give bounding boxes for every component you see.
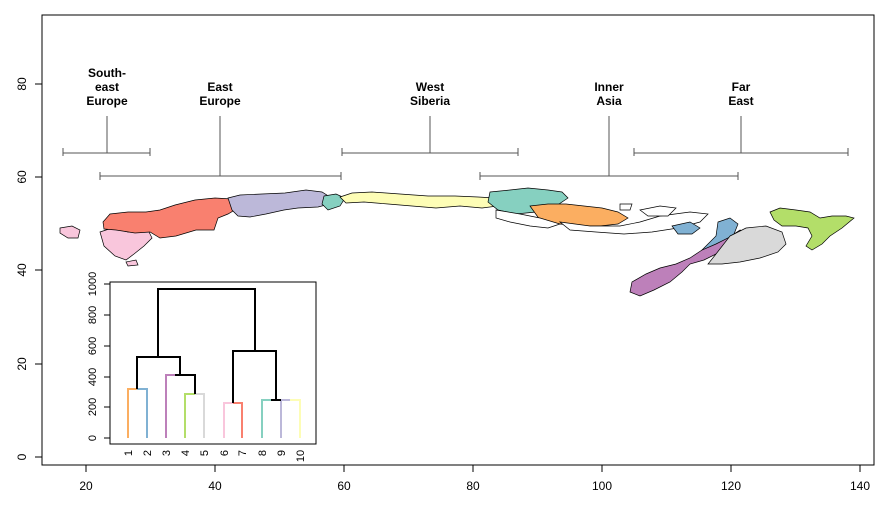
region-polygon-green <box>769 207 855 251</box>
dendrogram-leaf-label: 4 <box>180 450 192 456</box>
dendrogram-leaf-label: 9 <box>276 450 288 456</box>
svg-text:Europe: Europe <box>199 94 241 108</box>
svg-text:West: West <box>416 80 444 94</box>
region-polygon-pink <box>125 259 139 267</box>
dendrogram-internal-branches <box>136 288 281 403</box>
plot-frame <box>41 14 875 466</box>
y-tick-label: 40 <box>15 263 29 277</box>
region-polygon-blue <box>671 221 701 235</box>
x-axis <box>85 465 861 472</box>
dendrogram-frame <box>109 281 317 445</box>
region-polygon-yellow <box>339 191 499 209</box>
region-label-east-europe: East Europe <box>199 80 241 108</box>
region-polygon-pink <box>99 227 153 261</box>
region-label-southeast-europe: South- east Europe <box>86 66 128 108</box>
dendrogram-y-tick: 1000 <box>87 272 99 296</box>
x-tick-label: 80 <box>466 479 480 493</box>
y-axis <box>35 83 42 458</box>
dendrogram-inset: 0 200 400 600 800 1000 1 2 <box>87 272 317 462</box>
svg-text:Europe: Europe <box>86 94 128 108</box>
svg-text:East: East <box>728 94 753 108</box>
region-polygon-teal <box>321 193 346 211</box>
x-tick-label: 120 <box>721 479 741 493</box>
dendrogram-leaf-branches <box>127 374 301 438</box>
svg-text:Inner: Inner <box>594 80 624 94</box>
dendrogram-leaf-label: 6 <box>219 450 231 456</box>
dendrogram-leaf-label: 3 <box>161 450 173 456</box>
svg-text:east: east <box>95 80 119 94</box>
region-label-west-siberia: West Siberia <box>410 80 450 108</box>
dendrogram-y-tick: 800 <box>87 306 99 324</box>
x-tick-label: 140 <box>850 479 870 493</box>
dendrogram-y-tick: 600 <box>87 337 99 355</box>
region-label-inner-asia: Inner Asia <box>594 80 624 108</box>
dendrogram-leaf-label: 1 <box>123 450 135 456</box>
dendrogram-leaf-label: 8 <box>257 450 269 456</box>
dendrogram-leaf-label: 10 <box>295 450 307 462</box>
x-tick-label: 60 <box>337 479 351 493</box>
svg-text:South-: South- <box>88 66 126 80</box>
dendrogram-y-tick: 0 <box>87 435 99 441</box>
svg-text:East: East <box>207 80 232 94</box>
map-regions <box>59 187 855 297</box>
x-tick-label: 40 <box>208 479 222 493</box>
x-tick-label: 100 <box>592 479 612 493</box>
region-polygon-salmon <box>102 197 239 239</box>
region-polygon-gray <box>707 225 787 265</box>
svg-text:Asia: Asia <box>596 94 622 108</box>
dendrogram-leaf-label: 2 <box>142 450 154 456</box>
y-tick-label: 80 <box>15 77 29 91</box>
dendrogram-y-axis <box>104 283 111 439</box>
x-tick-label: 20 <box>79 479 93 493</box>
dendrogram-y-tick: 200 <box>87 398 99 416</box>
y-tick-label: 0 <box>15 453 29 460</box>
svg-text:Siberia: Siberia <box>410 94 450 108</box>
dendrogram-leaf-label: 7 <box>237 450 249 456</box>
region-label-far-east: Far East <box>728 80 753 108</box>
y-tick-label: 20 <box>15 357 29 371</box>
region-brackets <box>62 116 849 180</box>
y-tick-label: 60 <box>15 170 29 184</box>
dendrogram-y-tick: 400 <box>87 368 99 386</box>
dendrogram-leaf-label: 5 <box>199 450 211 456</box>
region-polygon-pink <box>59 225 81 239</box>
svg-text:Far: Far <box>732 80 751 94</box>
region-polygon-lavender <box>227 189 331 218</box>
